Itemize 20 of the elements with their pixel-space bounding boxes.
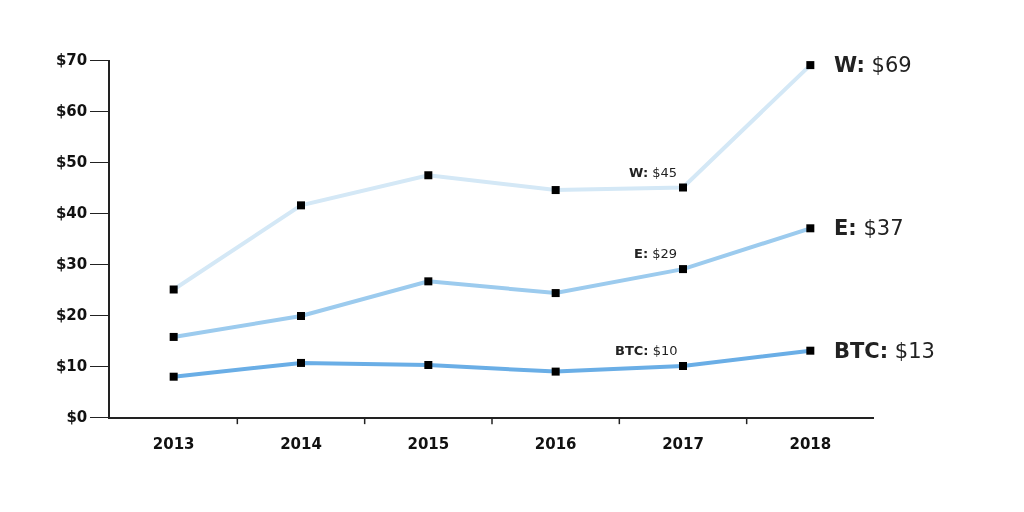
annotation: W: $45 <box>629 165 678 180</box>
x-tick-label: 2015 <box>407 434 450 453</box>
y-tick-label: $70 <box>55 51 88 70</box>
annotation: E: $37 <box>834 216 904 240</box>
x-tick-label: 2018 <box>789 434 832 453</box>
y-tick-label: $60 <box>55 102 88 121</box>
y-tick-label: $20 <box>55 306 88 325</box>
y-tick-label: $40 <box>55 204 88 223</box>
y-tick-label: $0 <box>66 408 88 427</box>
annotation: BTC: $10 <box>615 343 678 358</box>
x-tick-label: 2016 <box>534 434 577 453</box>
y-tick-label: $10 <box>55 357 88 376</box>
x-tick-label: 2014 <box>280 434 322 453</box>
annotation: BTC: $13 <box>834 339 935 363</box>
y-tick-label: $50 <box>55 153 88 172</box>
annotation: E: $29 <box>634 246 678 261</box>
y-tick-label: $30 <box>55 255 88 274</box>
x-tick-label: 2013 <box>152 434 195 453</box>
annotation: W: $69 <box>834 53 912 77</box>
x-tick-label: 2017 <box>662 434 704 453</box>
